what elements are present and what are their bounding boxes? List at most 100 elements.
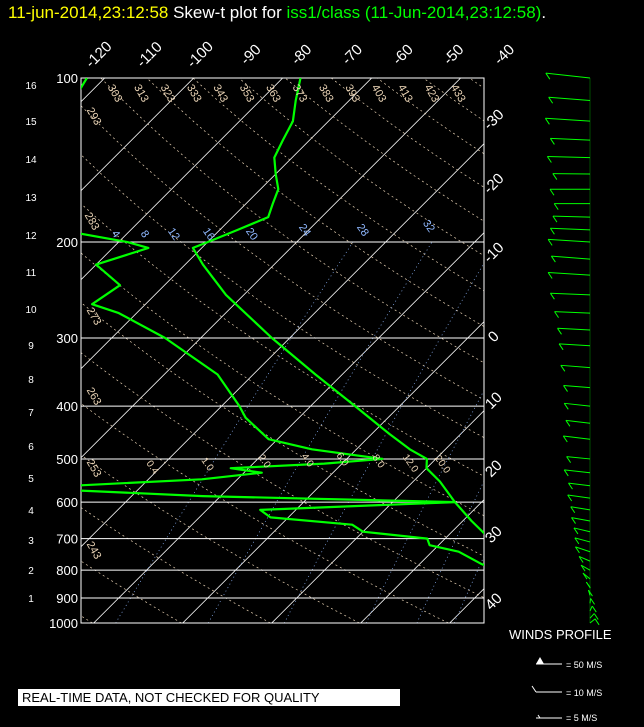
isotherm-label-top: -50 <box>440 41 467 68</box>
wind-barb <box>574 537 591 543</box>
height-label-7: 7 <box>28 408 34 419</box>
dry-adiabat-label-left: 293 <box>84 106 104 128</box>
wind-barb-flag <box>546 156 552 163</box>
mixing-ratio-label: 28 <box>354 222 371 239</box>
height-label-5: 5 <box>28 474 34 485</box>
dry-adiabat-line <box>515 78 644 623</box>
wind-barb-flag <box>582 572 588 580</box>
isotherm-label-right: 40 <box>482 590 506 614</box>
wind-legend-pennant <box>536 657 544 664</box>
isotherm-line <box>539 78 644 623</box>
wind-barb-flag <box>552 173 558 180</box>
mixing-ratio-line <box>416 480 484 623</box>
wind-barb <box>573 527 591 533</box>
dry-adiabat-label: 363 <box>263 83 283 105</box>
wind-legend-half-barb <box>537 714 541 719</box>
wind-barb <box>548 271 591 276</box>
dry-adiabat-label: 373 <box>290 83 310 105</box>
isotherm-line <box>81 78 283 281</box>
isotherm-label-right: 30 <box>482 523 506 547</box>
wind-barb <box>550 227 591 231</box>
wind-barb-flag <box>563 385 568 392</box>
isotherm-label-top: -90 <box>237 41 264 68</box>
wind-barb-flag <box>578 556 584 563</box>
isotherm-line <box>81 78 194 192</box>
wind-barb-flag <box>553 203 559 210</box>
dry-adiabat-line <box>146 78 484 327</box>
wind-barb <box>563 385 591 389</box>
wind-barb-flag <box>545 72 551 80</box>
wind-barb <box>550 137 591 141</box>
wind-barb-flag <box>547 272 553 279</box>
isotherm-label-top: -100 <box>184 38 217 71</box>
isotherm-label-top: -120 <box>82 38 115 71</box>
wind-barb <box>564 402 591 407</box>
sounding-trace-1 <box>81 78 484 566</box>
dry-adiabat-label: 413 <box>395 83 415 105</box>
dry-adiabat-label: 303 <box>105 83 125 105</box>
dry-adiabat-line <box>81 154 484 439</box>
mixing-ratio-label-lower: 20.0 <box>432 453 452 476</box>
wind-barb <box>578 556 591 562</box>
dry-adiabat-label-left: 263 <box>84 386 104 408</box>
quality-disclaimer: REAL-TIME DATA, NOT CHECKED FOR QUALITY <box>18 689 400 706</box>
wind-barb <box>552 215 591 218</box>
wind-barb <box>557 327 591 331</box>
mixing-ratio-label: 20 <box>243 226 260 243</box>
mixing-ratio-label: 16 <box>200 226 217 243</box>
wind-barb <box>589 605 593 612</box>
mixing-ratio-label-lower: 8.0 <box>370 453 387 471</box>
dry-adiabat-label: 393 <box>342 83 362 105</box>
mixing-ratio-label-lower: 0.4 <box>144 459 161 477</box>
wind-barb-flag <box>544 118 550 125</box>
wind-barb-flag <box>550 255 556 263</box>
wind-barb <box>567 494 591 499</box>
mixing-ratio-line <box>607 242 644 623</box>
wind-barb-flag <box>557 328 562 335</box>
wind-barb-flag <box>554 311 559 318</box>
wind-barb <box>548 238 591 243</box>
wind-barb <box>589 598 592 604</box>
wind-barb-flag <box>594 618 600 626</box>
height-label-11: 11 <box>26 268 37 279</box>
wind-barb-flag <box>580 564 586 572</box>
dry-adiabat-line <box>81 203 484 477</box>
wind-barb-flag <box>562 435 568 443</box>
wind-barb-flag <box>549 292 555 300</box>
isotherm-line <box>360 499 484 623</box>
wind-barb <box>568 482 591 487</box>
dry-adiabat-label: 353 <box>237 83 257 105</box>
mixing-ratio-line <box>453 555 484 623</box>
wind-barb <box>548 96 591 102</box>
dry-adiabat-line <box>376 78 484 155</box>
dry-adiabat-line <box>81 302 484 557</box>
wind-barb-flag <box>567 494 573 502</box>
isotherm-line <box>182 321 484 623</box>
mixing-ratio-label: 8 <box>138 228 151 240</box>
wind-legend-label-5: = 5 M/S <box>566 713 598 723</box>
wind-barb <box>565 419 591 424</box>
height-label-13: 13 <box>25 193 37 204</box>
dry-adiabat-label: 323 <box>158 83 178 105</box>
mixing-ratio-line <box>549 242 644 623</box>
dry-adiabat-line <box>608 78 644 623</box>
mixing-ratio-label-lower: 2.0 <box>256 453 273 471</box>
height-label-14: 14 <box>25 155 37 166</box>
page-title: 11-jun-2014,23:12:58 Skew-t plot for iss… <box>8 3 546 23</box>
wind-barb <box>560 364 591 369</box>
dry-adiabat-line <box>238 78 484 257</box>
wind-barb-flag <box>591 605 597 613</box>
wind-barb-flag <box>571 517 576 524</box>
wind-barb <box>550 292 591 296</box>
isotherm-label-right: 20 <box>482 457 506 481</box>
wind-barb <box>589 613 595 619</box>
winds-profile-title: WINDS PROFILE <box>509 627 612 642</box>
height-label-9: 9 <box>28 341 34 352</box>
isotherm-line <box>81 78 105 103</box>
wind-barb-flag <box>552 215 558 223</box>
height-label-1: 1 <box>28 594 34 605</box>
mixing-ratio-label: 24 <box>296 222 313 239</box>
sounding-trace-0 <box>191 78 484 535</box>
dry-adiabat-label: 313 <box>131 83 151 105</box>
pressure-label-200: 200 <box>56 235 78 250</box>
